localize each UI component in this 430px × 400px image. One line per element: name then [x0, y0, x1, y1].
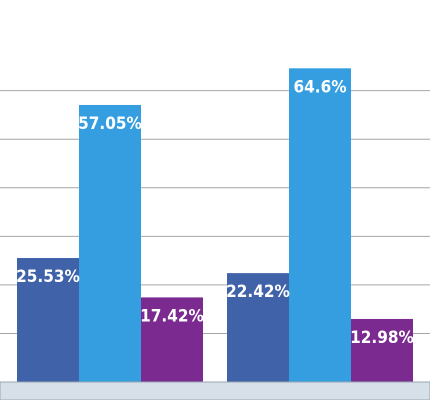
data-labels: 25.53% 57.05% 17.42% 22.42% 64.6% 12.98%	[16, 77, 414, 348]
bar	[17, 258, 79, 382]
bar	[79, 104, 141, 382]
data-label: 25.53%	[16, 267, 80, 287]
data-label: 17.42%	[140, 306, 204, 326]
bars	[17, 68, 413, 382]
bar	[141, 297, 203, 382]
data-label: 57.05%	[78, 114, 142, 134]
x-axis-band	[0, 381, 430, 400]
data-label: 64.6%	[293, 77, 346, 97]
bar	[289, 68, 351, 382]
bar	[351, 318, 413, 382]
data-label: 12.98%	[350, 328, 414, 348]
bar	[227, 273, 289, 382]
data-label: 22.42%	[226, 282, 290, 302]
